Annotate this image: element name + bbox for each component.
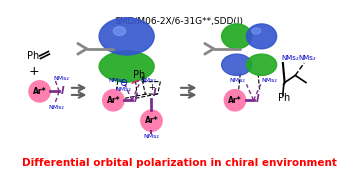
Text: I: I <box>61 85 64 95</box>
Text: Ar*: Ar* <box>107 96 120 105</box>
Circle shape <box>224 90 246 111</box>
Circle shape <box>141 110 162 131</box>
Text: NMs₂: NMs₂ <box>108 78 124 83</box>
Text: ⊖: ⊖ <box>119 78 127 88</box>
Text: Ph: Ph <box>133 70 145 80</box>
Ellipse shape <box>246 24 277 49</box>
Text: NMs₂: NMs₂ <box>262 78 277 83</box>
Text: NMs₂: NMs₂ <box>140 78 156 83</box>
Text: I: I <box>134 94 137 104</box>
Text: Ph: Ph <box>27 51 39 61</box>
Ellipse shape <box>222 24 252 49</box>
Ellipse shape <box>222 54 252 75</box>
Text: NMs₂: NMs₂ <box>115 87 131 92</box>
Text: NMs₂: NMs₂ <box>299 55 316 61</box>
Text: Ph: Ph <box>277 94 290 104</box>
Text: NMs₂: NMs₂ <box>144 134 159 139</box>
Ellipse shape <box>252 28 261 34</box>
Text: SMD/M06-2X/6-31G**,SDD(I): SMD/M06-2X/6-31G**,SDD(I) <box>115 17 243 26</box>
Text: +: + <box>148 83 155 92</box>
Text: NMs₂: NMs₂ <box>281 55 299 61</box>
Circle shape <box>103 90 124 111</box>
Text: +: + <box>29 65 40 78</box>
Text: Differential orbital polarization in chiral environment: Differential orbital polarization in chi… <box>21 158 337 168</box>
Text: I: I <box>153 88 156 98</box>
Text: Ar*: Ar* <box>145 116 158 125</box>
Ellipse shape <box>99 51 154 82</box>
Ellipse shape <box>113 27 126 36</box>
Ellipse shape <box>246 54 277 75</box>
Circle shape <box>29 81 50 102</box>
Ellipse shape <box>99 18 154 55</box>
Text: NMs₂: NMs₂ <box>54 76 70 81</box>
Text: NMs₂: NMs₂ <box>229 78 246 83</box>
FancyArrowPatch shape <box>132 81 138 83</box>
Text: I: I <box>255 94 259 104</box>
Text: Ar*: Ar* <box>228 96 242 105</box>
Text: NMs₂: NMs₂ <box>48 105 64 110</box>
Text: Ar*: Ar* <box>33 87 47 96</box>
